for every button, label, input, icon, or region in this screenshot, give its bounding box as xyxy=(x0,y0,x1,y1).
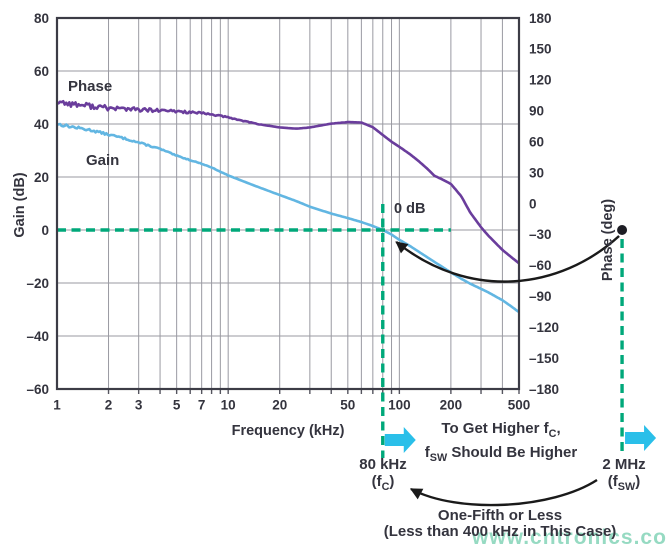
right-axis-title: Phase (deg) xyxy=(600,198,616,282)
y-right-tick-label: 120 xyxy=(529,73,552,88)
fc-frequency: 80 kHz xyxy=(359,456,407,473)
y-left-tick-label: –20 xyxy=(26,276,49,291)
fsw-frequency: 2 MHz xyxy=(602,456,646,473)
y-right-tick-label: 180 xyxy=(529,11,552,26)
fsw-label: 2 MHz (fSW) xyxy=(584,456,664,495)
x-tick-label: 200 xyxy=(440,398,463,413)
x-tick-label: 100 xyxy=(388,398,411,413)
x-tick-label: 50 xyxy=(340,398,355,413)
x-tick-label: 10 xyxy=(221,398,236,413)
guidance-text: To Get Higher fC, fSW Should Be Higher xyxy=(371,420,631,467)
x-tick-label: 1 xyxy=(53,398,61,413)
fc-right-arrow-icon xyxy=(384,427,416,453)
y-right-tick-label: –120 xyxy=(529,320,559,335)
one-fifth-arrow xyxy=(409,478,598,507)
y-right-tick-label: –90 xyxy=(529,289,552,304)
y-left-tick-label: 40 xyxy=(34,117,49,132)
phase-curve xyxy=(56,99,520,265)
phase-curve-label: Phase xyxy=(68,78,113,95)
crossover-arrow xyxy=(395,235,620,283)
fc-symbol: (fC) xyxy=(371,472,395,493)
one-fifth-line-2: (Less than 400 kHz in This Case) xyxy=(383,522,617,540)
gain-curve-label: Gain xyxy=(86,152,120,169)
watermark: www.cntronics.com xyxy=(472,526,668,549)
y-left-tick-label: 60 xyxy=(34,64,49,79)
y-right-tick-label: –60 xyxy=(529,258,552,273)
x-tick-label: 7 xyxy=(198,398,206,413)
zero-db-annotation: 0 dB xyxy=(394,201,426,217)
fsw-dot xyxy=(617,225,628,235)
y-left-tick-label: –60 xyxy=(26,382,49,397)
gain-curve xyxy=(56,122,520,314)
guidance-line-1: To Get Higher fC, xyxy=(441,420,561,440)
x-tick-label: 500 xyxy=(508,398,531,413)
guidance-line-2: fSW Should Be Higher xyxy=(424,443,578,464)
y-left-tick-label: –40 xyxy=(26,329,49,344)
y-left-tick-label: 80 xyxy=(34,11,49,26)
one-fifth-line-1: One-Fifth or Less xyxy=(437,507,563,524)
plot-frame xyxy=(55,16,521,391)
y-right-tick-label: –180 xyxy=(529,382,559,397)
y-right-tick-label: 60 xyxy=(529,134,544,149)
y-right-tick-label: –150 xyxy=(529,351,559,366)
y-right-tick-label: 30 xyxy=(529,165,544,180)
x-axis-title: Frequency (kHz) xyxy=(231,423,345,439)
one-fifth-text: One-Fifth or Less (Less than 400 kHz in … xyxy=(350,508,650,539)
x-tick-label: 20 xyxy=(272,398,287,413)
y-left-tick-label: 20 xyxy=(34,170,49,185)
x-tick-label: 3 xyxy=(135,398,143,413)
x-tick-label: 5 xyxy=(173,398,181,413)
left-axis-title: Gain (dB) xyxy=(12,172,28,238)
y-right-tick-label: 0 xyxy=(529,196,537,211)
fc-label: 80 kHz (fC) xyxy=(343,456,423,495)
x-tick-label: 2 xyxy=(105,398,113,413)
y-right-tick-label: –30 xyxy=(529,227,552,242)
y-right-tick-label: 150 xyxy=(529,42,552,57)
y-right-tick-label: 90 xyxy=(529,104,544,119)
y-left-tick-label: 0 xyxy=(41,223,49,238)
fsw-symbol: (fSW) xyxy=(607,472,641,493)
fsw-right-arrow-icon xyxy=(625,425,657,451)
